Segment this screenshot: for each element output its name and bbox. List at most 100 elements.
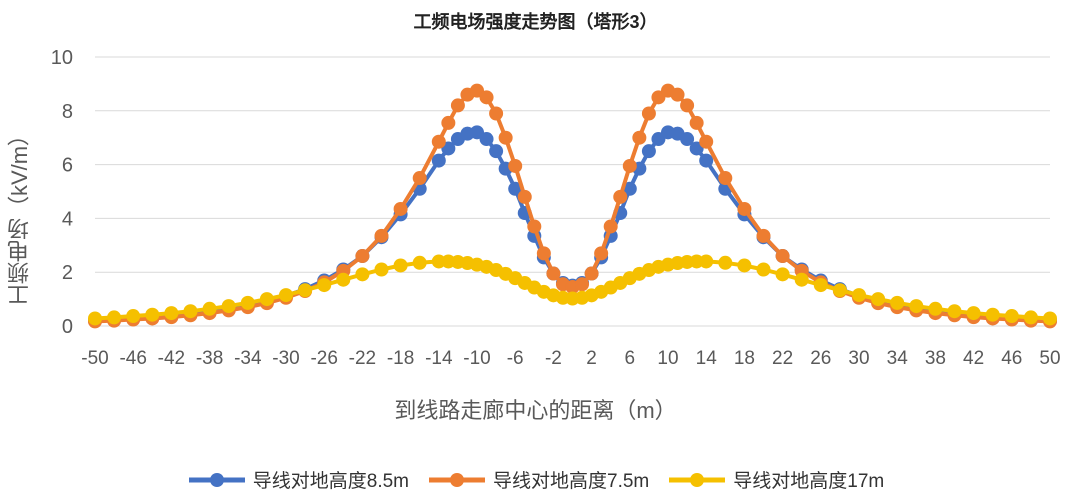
- data-point: [498, 130, 513, 145]
- data-point: [536, 246, 551, 261]
- x-tick-label: -38: [196, 348, 223, 369]
- data-point: [479, 132, 494, 147]
- x-tick-label: -34: [234, 348, 262, 369]
- legend-item-1[interactable]: 导线对地高度8.5m: [187, 466, 409, 493]
- x-tick-label: -14: [425, 348, 453, 369]
- data-point: [479, 90, 494, 105]
- legend-label: 导线对地高度8.5m: [252, 471, 410, 492]
- x-tick-label: -18: [387, 348, 414, 369]
- data-point: [641, 144, 656, 159]
- data-point: [756, 228, 771, 243]
- data-point: [718, 171, 733, 186]
- legend-marker-icon: [669, 472, 726, 487]
- data-point: [259, 292, 274, 307]
- data-point: [775, 267, 790, 282]
- data-point: [1004, 309, 1019, 324]
- y-tick-label: 6: [62, 155, 73, 177]
- y-tick-label: 4: [62, 208, 73, 230]
- data-point: [441, 115, 456, 130]
- data-point: [489, 144, 504, 159]
- data-point: [575, 277, 590, 292]
- y-tick-label: 2: [62, 262, 73, 284]
- data-point: [1043, 311, 1057, 326]
- x-tick-label: 50: [1039, 348, 1060, 369]
- data-point: [947, 304, 962, 319]
- data-point: [336, 272, 351, 287]
- data-point: [670, 87, 685, 102]
- x-tick-label: 26: [810, 348, 831, 369]
- legend-item-3[interactable]: 导线对地高度17m: [667, 466, 884, 493]
- data-point: [546, 266, 561, 281]
- legend-marker-icon: [429, 472, 486, 487]
- x-axis-title: 到线路走廊中心的距离（m）: [394, 398, 677, 423]
- data-point: [622, 181, 637, 196]
- data-point: [517, 189, 532, 204]
- legend: 导线对地高度8.5m 导线对地高度7.5m 导线对地高度17m: [0, 466, 1071, 493]
- data-point: [689, 115, 704, 130]
- x-tick-label: -6: [507, 348, 524, 369]
- data-point: [431, 134, 446, 149]
- x-tick-label: -2: [545, 348, 562, 369]
- data-point: [718, 255, 733, 270]
- legend-label: 导线对地高度7.5m: [493, 471, 650, 492]
- y-tick-label: 10: [51, 47, 73, 69]
- x-tick-label: -10: [463, 348, 490, 369]
- data-point: [240, 295, 255, 310]
- data-point: [852, 288, 866, 303]
- data-point: [508, 181, 523, 196]
- data-point: [221, 299, 236, 314]
- data-point: [164, 306, 179, 321]
- data-point: [393, 258, 408, 273]
- data-point: [632, 130, 647, 145]
- data-point: [374, 228, 389, 243]
- data-point: [737, 201, 752, 216]
- x-tick-label: 38: [925, 348, 946, 369]
- data-point: [680, 132, 695, 147]
- data-point: [832, 283, 847, 298]
- data-point: [890, 295, 905, 310]
- x-tick-label: 42: [963, 348, 984, 369]
- data-point: [813, 278, 828, 293]
- data-point: [508, 158, 523, 173]
- legend-marker-icon: [188, 472, 245, 487]
- data-point: [126, 309, 141, 324]
- data-point: [355, 267, 370, 282]
- data-point: [909, 299, 924, 314]
- x-tick-label: -30: [272, 348, 299, 369]
- x-tick-label: 10: [657, 348, 678, 369]
- x-tick-label: 34: [887, 348, 909, 369]
- data-point: [603, 219, 618, 234]
- data-point: [699, 254, 714, 269]
- data-point: [412, 171, 427, 186]
- data-point: [985, 307, 1000, 322]
- data-point: [756, 262, 771, 277]
- data-point: [374, 262, 389, 277]
- chart-title: 工频电场强度走势图（塔形3）: [413, 12, 658, 32]
- data-point: [450, 98, 465, 113]
- data-point: [871, 292, 886, 307]
- y-tick-label: 8: [62, 101, 73, 123]
- data-point: [431, 153, 446, 168]
- legend-item-2[interactable]: 导线对地高度7.5m: [427, 466, 649, 493]
- x-tick-label: -42: [158, 348, 185, 369]
- data-point: [1023, 310, 1038, 325]
- data-point: [317, 278, 332, 293]
- y-tick-label: 0: [62, 316, 73, 338]
- data-point: [928, 301, 943, 316]
- x-tick-label: 2: [586, 348, 597, 369]
- data-point: [613, 189, 628, 204]
- data-point: [183, 304, 198, 319]
- data-point: [622, 158, 637, 173]
- data-point: [699, 153, 714, 168]
- data-point: [794, 272, 809, 287]
- x-tick-label: 30: [848, 348, 869, 369]
- data-point: [393, 201, 408, 216]
- data-point: [641, 106, 656, 121]
- x-tick-label: -50: [81, 348, 108, 369]
- x-tick-label: 14: [696, 348, 718, 369]
- data-point: [489, 106, 504, 121]
- data-point: [145, 307, 160, 322]
- x-tick-label: 6: [625, 348, 636, 369]
